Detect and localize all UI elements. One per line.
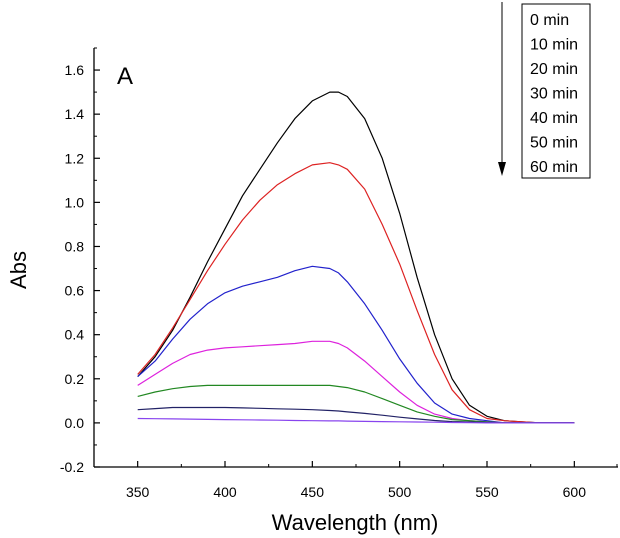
x-tick-label: 600 [563,484,587,500]
series-line-10-min [137,162,575,424]
series-line-30-min [137,340,575,424]
legend-entry: 50 min [530,135,578,152]
legend-entry: 10 min [530,37,578,54]
legend-arrow-head [498,162,506,176]
y-tick-label: 0.0 [65,415,85,431]
y-axis-title: Abs [6,251,31,289]
legend-entry: 30 min [530,86,578,103]
y-tick-label: 1.0 [65,194,85,210]
y-tick-label: 0.2 [65,371,85,387]
y-tick-label: 1.4 [65,106,85,122]
x-tick-label: 450 [301,484,325,500]
legend: 0 min 10 min 20 min 30 min 40 min 50 min 60 mi… [498,2,591,179]
x-tick-label: 400 [213,484,237,500]
legend-entry: 20 min [530,61,578,78]
legend-entry: 40 min [530,110,578,127]
y-tick-label: 1.2 [65,150,85,166]
series-lines [137,91,575,424]
legend-entry: 0 min [530,12,569,29]
series-line-40-min [137,384,575,424]
panel-label: A [117,63,133,90]
legend-entry: 60 min [530,159,578,176]
x-tick-label: 500 [388,484,412,500]
y-tick-label: -0.2 [60,459,84,475]
tick-labels: -0.2 0.0 0.2 0.4 0.6 0.8 1.0 1.2 1.4 1.6 350 400 450… [60,62,586,500]
y-tick-label: 0.6 [65,283,85,299]
x-axis-title: Wavelength (nm) [272,510,439,535]
y-tick-label: 0.4 [65,327,85,343]
series-line-60-min [137,417,575,424]
x-tick-label: 550 [475,484,499,500]
series-line-0-min [137,91,575,424]
axes [93,47,618,468]
series-line-20-min [137,265,575,424]
legend-box [521,3,591,179]
y-tick-label: 1.6 [65,62,85,78]
y-tick-label: 0.8 [65,238,85,254]
x-tick-label: 350 [126,484,150,500]
